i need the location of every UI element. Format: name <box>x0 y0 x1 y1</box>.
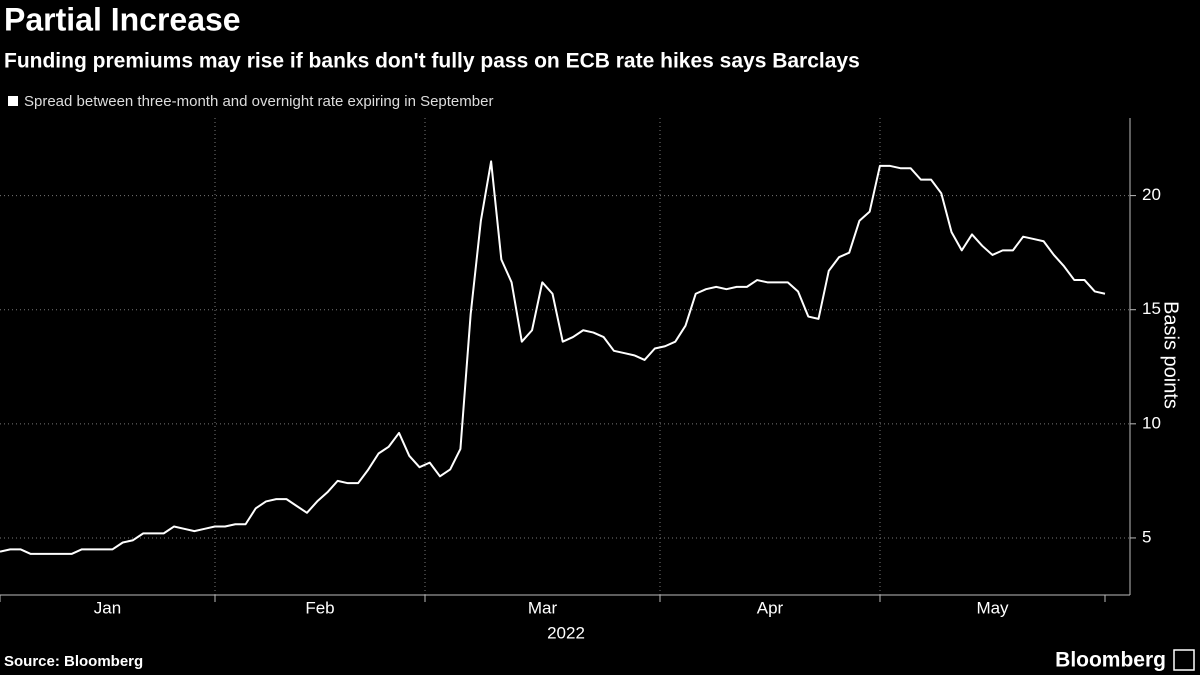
chart-subtitle: Funding premiums may rise if banks don't… <box>4 50 860 73</box>
data-line <box>0 160 1106 555</box>
brand-icon <box>1173 649 1195 671</box>
x-tick-label: May <box>976 598 1009 617</box>
y-tick-label: 10 <box>1142 413 1161 432</box>
x-year-label: 2022 <box>547 623 585 642</box>
x-tick-label: Mar <box>528 598 558 617</box>
legend-swatch <box>8 96 18 106</box>
y-tick-label: 15 <box>1142 299 1161 318</box>
source: Source: Bloomberg <box>4 653 143 670</box>
y-axis-label: Basis points <box>1160 301 1182 409</box>
x-tick-label: Apr <box>757 598 784 617</box>
x-tick-label: Jan <box>94 598 121 617</box>
chart-title: Partial Increase <box>4 1 241 37</box>
y-tick-label: 5 <box>1142 527 1151 546</box>
x-tick-label: Feb <box>305 598 334 617</box>
y-tick-label: 20 <box>1142 185 1161 204</box>
brand: Bloomberg <box>1055 649 1166 672</box>
legend-label: Spread between three-month and overnight… <box>24 93 493 110</box>
